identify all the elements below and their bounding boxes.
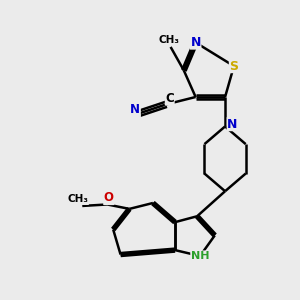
Text: S: S — [230, 60, 238, 73]
Text: C: C — [165, 92, 174, 105]
Text: CH₃: CH₃ — [159, 35, 180, 46]
Text: O: O — [104, 191, 114, 205]
Text: N: N — [227, 118, 238, 130]
Text: NH: NH — [191, 251, 209, 261]
Text: N: N — [130, 103, 140, 116]
Text: CH₃: CH₃ — [68, 194, 88, 205]
Text: N: N — [190, 36, 201, 49]
